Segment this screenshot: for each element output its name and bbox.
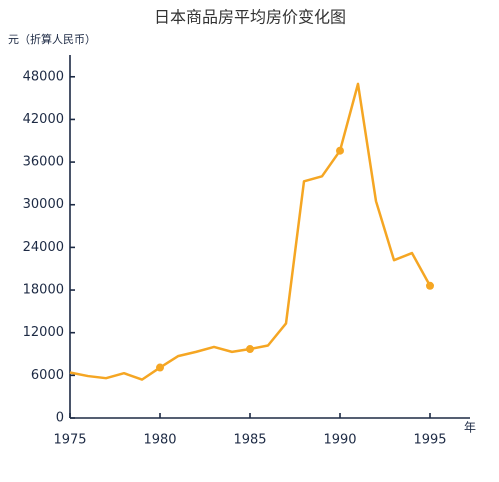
y-tick-label: 48000 xyxy=(23,69,64,84)
y-tick-label: 12000 xyxy=(23,325,64,340)
x-axis-label: 年 xyxy=(464,421,476,435)
y-tick-label: 18000 xyxy=(23,283,64,298)
y-tick-label: 24000 xyxy=(23,240,64,255)
y-tick-label: 6000 xyxy=(31,368,64,383)
data-point xyxy=(246,345,254,354)
y-tick-label: 0 xyxy=(56,411,64,426)
y-tick-label: 30000 xyxy=(23,197,64,212)
x-tick-label: 1975 xyxy=(53,433,86,448)
data-point xyxy=(336,146,344,155)
y-axis-label: 元（折算人民币） xyxy=(8,32,96,46)
data-point xyxy=(156,363,164,372)
x-tick-label: 1980 xyxy=(143,433,176,448)
x-tick-label: 1990 xyxy=(323,433,356,448)
y-tick-label: 42000 xyxy=(23,112,64,127)
data-point xyxy=(426,281,434,290)
chart-title: 日本商品房平均房价变化图 xyxy=(154,8,346,27)
x-tick-label: 1985 xyxy=(233,433,266,448)
x-tick-label: 1995 xyxy=(413,433,446,448)
y-tick-label: 36000 xyxy=(23,155,64,170)
data-line xyxy=(69,82,432,381)
